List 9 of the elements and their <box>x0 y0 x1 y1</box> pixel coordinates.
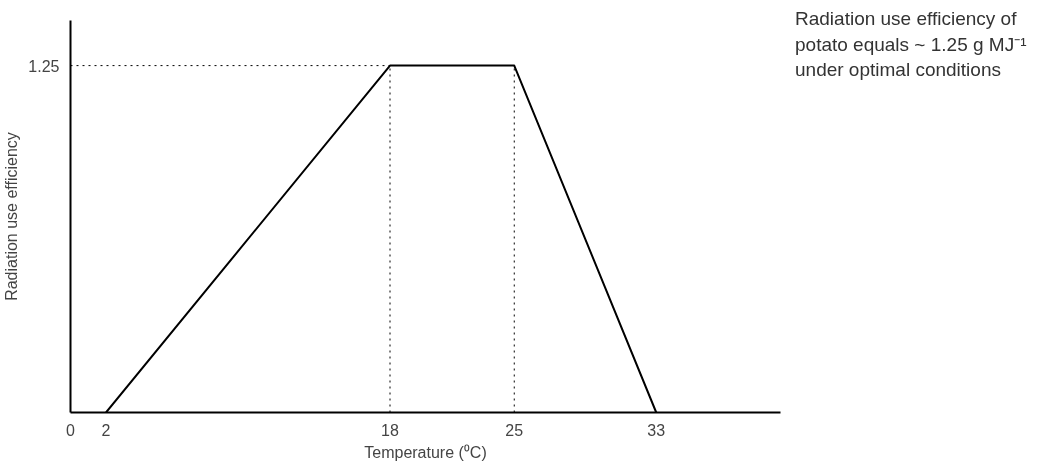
y-axis-title: Radiation use efficiency <box>3 132 21 301</box>
x-tick-label: 18 <box>381 421 399 439</box>
x-tick-label: 25 <box>505 421 524 439</box>
x-tick-label: 0 <box>66 421 76 439</box>
text: Radiation use efficiency of potato equals ~ 1.25 g MJ⁻¹ under optimal conditions <box>795 7 1028 83</box>
x-tick-label: 33 <box>647 421 666 439</box>
x-axis-title: Temperature (⁰C) <box>364 443 487 461</box>
annotation: 1.25 <box>28 57 60 75</box>
x-tick-label: 2 <box>101 421 111 439</box>
